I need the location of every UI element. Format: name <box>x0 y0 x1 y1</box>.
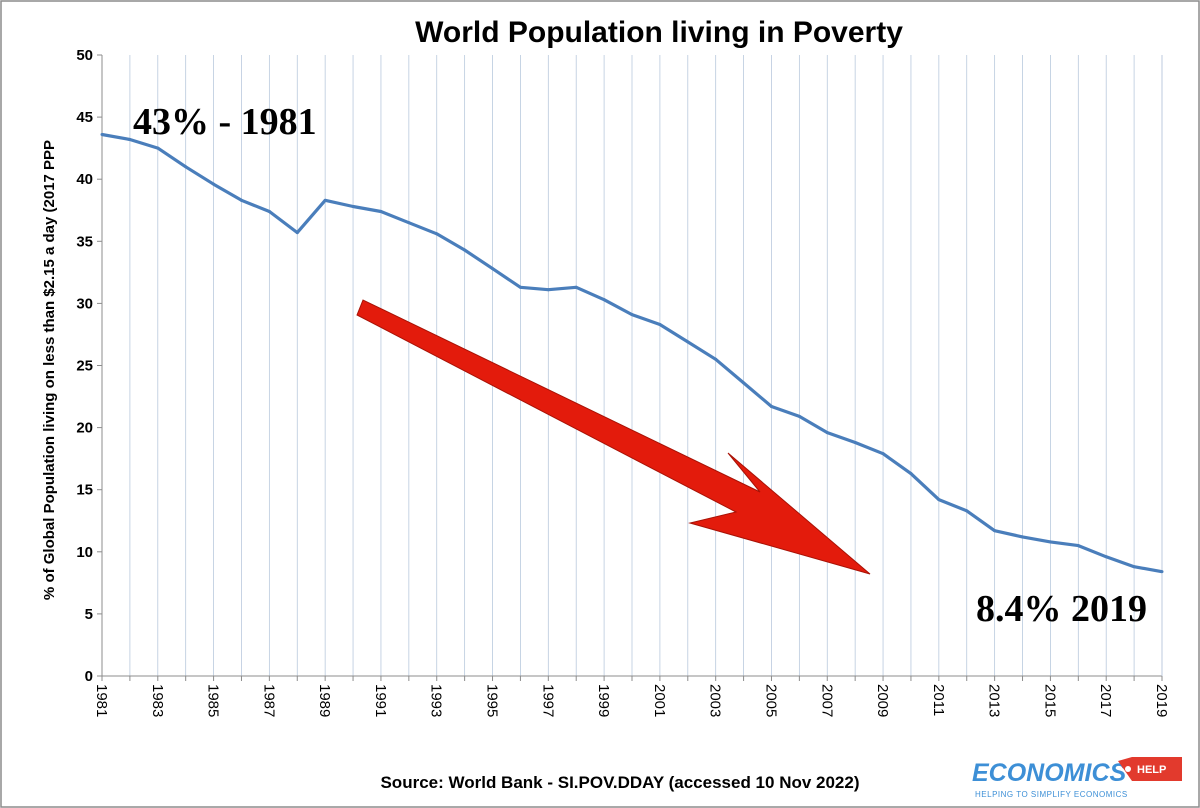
y-axis-label: % of Global Population living on less th… <box>41 140 58 600</box>
y-tick-label: 40 <box>76 171 93 188</box>
x-tick-label: 1995 <box>484 684 501 717</box>
data-point <box>323 198 327 202</box>
y-tick-labels: 0 5 10 15 20 25 30 35 40 45 50 <box>76 47 102 685</box>
x-tick-label: 2017 <box>1097 684 1114 717</box>
data-point <box>435 232 439 236</box>
x-tick-label: 1985 <box>205 684 222 717</box>
data-point <box>1021 535 1025 539</box>
x-tick-label: 1999 <box>595 684 612 717</box>
logo-wordmark: ECONOMICS <box>972 759 1127 787</box>
data-point <box>797 414 801 418</box>
y-tick-label: 25 <box>76 358 93 375</box>
x-tick-label: 1983 <box>149 684 166 717</box>
x-tick-label: 1981 <box>93 684 110 717</box>
trend-arrow <box>356 299 871 575</box>
x-tick-label: 1997 <box>539 684 556 717</box>
x-tick-labels: 1981 1983 1985 1987 1989 1991 1993 1995 1997 1999… <box>93 676 1170 717</box>
data-point <box>184 165 188 169</box>
data-point <box>128 137 132 141</box>
annotation-end: 8.4% 2019 <box>976 588 1147 630</box>
x-tick-label: 2003 <box>707 684 724 717</box>
x-tick-label: 2019 <box>1153 684 1170 717</box>
logo-tagline: HELPING TO SIMPLIFY ECONOMICS <box>975 790 1128 799</box>
data-point <box>1076 544 1080 548</box>
x-tick-label: 1989 <box>316 684 333 717</box>
data-point <box>518 285 522 289</box>
data-point <box>239 198 243 202</box>
source-note: Source: World Bank - SI.POV.DDAY (access… <box>380 773 859 792</box>
logo-badge: HELP <box>1137 764 1166 776</box>
data-point <box>825 431 829 435</box>
data-point <box>1132 565 1136 569</box>
logo-tag-hole <box>1125 766 1131 772</box>
data-point <box>574 285 578 289</box>
vertical-gridlines <box>129 55 1163 676</box>
data-point <box>100 132 104 136</box>
data-point <box>1104 555 1108 559</box>
data-point <box>156 146 160 150</box>
x-tick-label: 2005 <box>762 684 779 717</box>
x-tick-label: 2007 <box>818 684 835 717</box>
economics-help-logo: ECONOMICS HELP HELPING TO SIMPLIFY ECONO… <box>972 757 1182 799</box>
x-tick-label: 2001 <box>651 684 668 717</box>
data-point <box>212 182 216 186</box>
y-tick-label: 30 <box>76 295 93 312</box>
series-group <box>100 132 1164 574</box>
y-tick-label: 15 <box>76 482 93 499</box>
data-point <box>909 472 913 476</box>
x-tick-label: 1993 <box>428 684 445 717</box>
data-point <box>491 267 495 271</box>
data-point <box>407 221 411 225</box>
x-tick-label: 1991 <box>372 684 389 717</box>
y-tick-label: 35 <box>76 233 93 250</box>
data-point <box>267 209 271 213</box>
data-point <box>965 509 969 513</box>
y-tick-label: 5 <box>85 606 93 623</box>
arrow-shape <box>356 299 871 575</box>
data-point <box>714 357 718 361</box>
x-tick-label: 2011 <box>930 684 947 716</box>
data-point <box>742 381 746 385</box>
logo-tag-shape <box>1118 757 1182 781</box>
data-point <box>658 323 662 327</box>
data-point <box>546 288 550 292</box>
data-point <box>630 313 634 317</box>
data-point <box>769 404 773 408</box>
x-tick-label: 2009 <box>874 684 891 717</box>
x-tick-label: 2015 <box>1041 684 1058 717</box>
data-point <box>993 529 997 533</box>
data-point <box>1048 540 1052 544</box>
annotation-start: 43% - 1981 <box>133 101 317 143</box>
data-point <box>379 209 383 213</box>
y-tick-label: 45 <box>76 109 93 126</box>
data-point <box>602 298 606 302</box>
x-tick-label: 1987 <box>260 684 277 717</box>
data-point <box>463 248 467 252</box>
data-point <box>295 231 299 235</box>
data-point <box>1160 570 1164 574</box>
data-point <box>853 441 857 445</box>
y-tick-label: 50 <box>76 47 93 64</box>
chart-title: World Population living in Poverty <box>415 16 903 49</box>
x-tick-label: 2013 <box>986 684 1003 717</box>
data-point <box>686 340 690 344</box>
data-point <box>937 498 941 502</box>
data-point <box>881 452 885 456</box>
data-point <box>351 205 355 209</box>
y-tick-label: 10 <box>76 544 93 561</box>
y-tick-label: 0 <box>85 668 93 685</box>
y-tick-label: 20 <box>76 420 93 437</box>
